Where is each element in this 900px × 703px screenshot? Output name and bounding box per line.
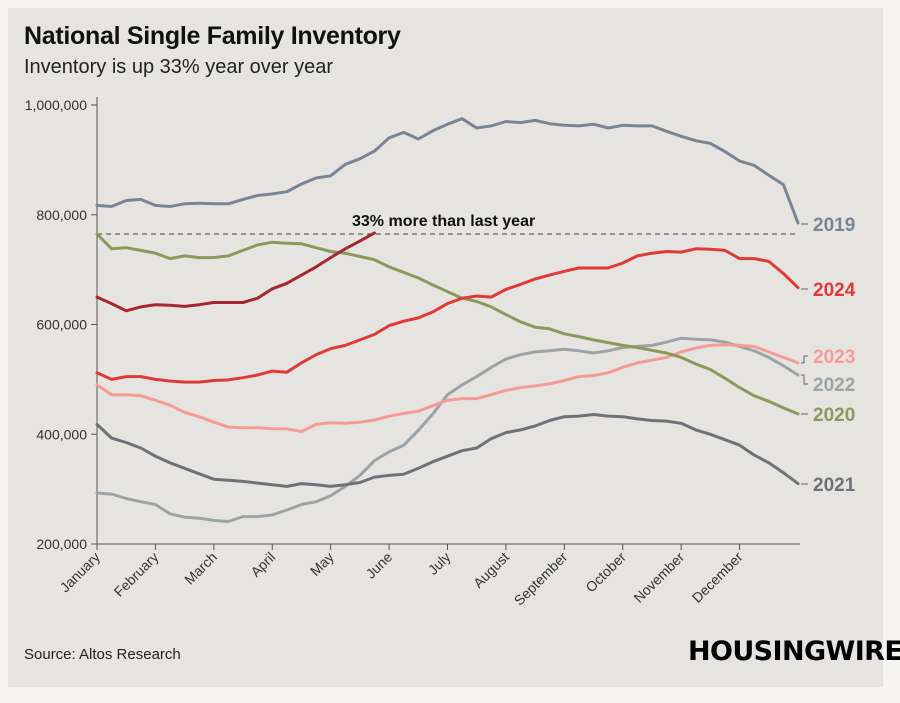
series-end-label: 2022 (813, 375, 855, 396)
housingwire-logo: HOUSINGWIRE (688, 636, 900, 667)
y-tick-label: 1,000,000 (25, 97, 87, 113)
series-line-2023 (95, 343, 800, 433)
series-end-label: 2024 (813, 280, 856, 301)
source-note: Source: Altos Research (24, 646, 181, 663)
series-end-label: 2023 (813, 347, 855, 368)
x-tick-label: November (630, 549, 687, 606)
x-tick-label: March (181, 549, 220, 588)
x-tick-label: May (307, 549, 337, 579)
x-tick-label: September (511, 549, 571, 609)
y-tick-label: 200,000 (36, 536, 87, 552)
x-tick-label: July (425, 549, 454, 578)
x-tick-label: October (582, 549, 629, 596)
series-end-label: 2021 (813, 475, 856, 496)
chart-card: National Single Family Inventory Invento… (8, 8, 900, 687)
x-tick-label: June (362, 549, 395, 582)
chart-title: National Single Family Inventory (24, 22, 401, 50)
series-line-2019 (95, 117, 800, 225)
series-end-label: 2020 (813, 405, 855, 426)
series-line-2021 (95, 413, 800, 488)
chart-subtitle: Inventory is up 33% year over year (24, 56, 334, 78)
y-tick-label: 400,000 (36, 426, 87, 442)
x-tick-label: April (247, 549, 278, 580)
label-connector-2023 (801, 355, 808, 364)
y-tick-label: 600,000 (36, 317, 87, 333)
x-tick-label: January (57, 549, 104, 596)
annotation-label: 33% more than last year (352, 213, 535, 230)
inventory-line-chart: 200,000 400,000 600,000 800,000 1,000,000 Jan… (25, 97, 856, 609)
x-tick-label: December (689, 549, 746, 606)
series-line-2024-ytd (95, 231, 376, 313)
series-line-2022 (95, 336, 800, 523)
series-end-label: 2019 (813, 215, 855, 236)
x-tick-label: August (470, 549, 512, 591)
x-tick-label: February (111, 549, 162, 600)
series-line-2020 (95, 232, 800, 416)
label-connector-2022 (801, 374, 808, 385)
y-tick-label: 800,000 (36, 207, 87, 223)
series-line-2024 (95, 247, 800, 384)
